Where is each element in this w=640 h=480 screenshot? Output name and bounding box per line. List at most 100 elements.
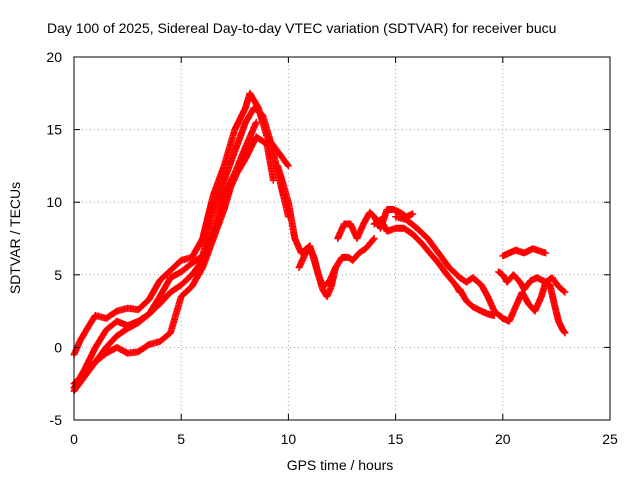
data-point-run — [469, 274, 484, 288]
x-tick-label: 15 — [388, 431, 404, 447]
data-point-run — [332, 255, 345, 271]
plot-frame — [73, 56, 611, 421]
data-point-run — [284, 198, 299, 241]
data-point-run — [274, 162, 292, 205]
data-point-run — [462, 297, 476, 310]
series-satellite-arc-9 — [392, 213, 507, 322]
series-satellite-arc-11 — [499, 245, 550, 260]
data-point-run — [231, 120, 249, 155]
series-satellite-arc-12 — [495, 268, 569, 296]
series-satellite-arc-4 — [70, 133, 277, 388]
data-point-run — [233, 156, 249, 177]
y-tick-label: 10 — [46, 194, 62, 210]
data-point-run — [113, 325, 130, 340]
data-point-run — [250, 104, 266, 118]
data-point-run — [537, 280, 549, 301]
series-satellite-arc-7 — [334, 206, 417, 242]
data-point-run — [81, 359, 98, 377]
data-point-run — [435, 259, 450, 278]
data-point-run — [259, 111, 275, 147]
data-point-run — [102, 333, 120, 351]
data-point-run — [537, 248, 548, 256]
data-point-run — [319, 279, 332, 290]
y-tick-label: 20 — [46, 49, 62, 65]
series-satellite-arc-6 — [295, 235, 378, 290]
data-point-run — [505, 304, 519, 325]
data-point-run — [177, 272, 195, 289]
x-tick-label: 0 — [70, 431, 78, 447]
series-satellite-arc-13 — [499, 278, 569, 337]
data-point-run — [156, 330, 173, 346]
data-point-run — [199, 192, 217, 242]
data-point-run — [134, 297, 152, 314]
series-satellite-arc-10 — [456, 285, 498, 319]
data-point-run — [362, 236, 377, 253]
data-point-run — [167, 282, 184, 296]
y-tick-label: 15 — [46, 122, 62, 138]
data-point-run — [424, 235, 442, 256]
data-point-run — [220, 127, 238, 170]
data-point-run — [177, 260, 195, 276]
data-point-run — [400, 224, 415, 237]
data-point-run — [227, 171, 240, 192]
data-point-run — [555, 282, 568, 295]
data-point-run — [145, 278, 163, 303]
data-point-run — [242, 105, 257, 126]
y-tick-label: 5 — [54, 267, 62, 283]
data-point-run — [291, 235, 305, 256]
data-point-run — [199, 236, 217, 271]
data-point-run — [102, 308, 120, 322]
data-point — [561, 288, 569, 296]
data-point-run — [417, 239, 433, 256]
data-point-run — [355, 246, 368, 257]
data-point-run — [510, 271, 523, 285]
data-point-run — [426, 249, 441, 266]
data-point-run — [231, 105, 249, 134]
data-point-run — [413, 224, 431, 241]
data-point-run — [353, 221, 367, 242]
data-point-run — [366, 208, 377, 220]
data-point — [542, 249, 550, 257]
data-point-run — [334, 221, 347, 242]
data-point-run — [91, 327, 109, 351]
data-point-run — [435, 249, 452, 270]
data-point-run — [81, 345, 99, 373]
x-axis-title: GPS time / hours — [287, 457, 394, 473]
data-point-run — [548, 274, 562, 289]
data-point-run — [167, 257, 184, 274]
x-tick-label: 25 — [602, 431, 618, 447]
data-point-run — [177, 283, 195, 301]
data-point-run — [220, 149, 238, 184]
data-point-run — [484, 293, 498, 314]
chart-title: Day 100 of 2025, Sidereal Day-to-day VTE… — [47, 20, 556, 36]
data-point — [252, 118, 260, 126]
data-point-run — [209, 178, 227, 213]
data-point-run — [252, 133, 270, 147]
data-point-run — [188, 236, 206, 261]
data-point-run — [156, 289, 173, 308]
data-point-run — [209, 207, 227, 242]
data-point-run — [85, 313, 99, 330]
data-point — [561, 329, 569, 337]
y-axis-title: SDTVAR / TECUs — [7, 182, 23, 294]
data-point-run — [91, 350, 109, 366]
data-point-run — [409, 230, 424, 246]
data-point — [284, 162, 292, 170]
data-point — [409, 210, 417, 218]
data-point-run — [559, 326, 568, 336]
data-point-run — [490, 307, 506, 321]
data-point-run — [325, 265, 339, 286]
data-point-run — [145, 301, 163, 318]
data-point-run — [443, 271, 459, 288]
data-point-run — [520, 278, 534, 293]
data-point-run — [167, 294, 185, 337]
data-point — [269, 176, 277, 184]
data-point-run — [209, 163, 227, 199]
data-point-run — [188, 265, 206, 290]
data-point-run — [550, 300, 562, 324]
data-point-run — [76, 323, 92, 344]
y-tick-label: 0 — [54, 339, 62, 355]
data-point-run — [456, 285, 470, 304]
grid — [74, 57, 610, 420]
